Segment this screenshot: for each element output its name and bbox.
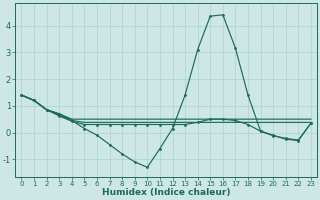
X-axis label: Humidex (Indice chaleur): Humidex (Indice chaleur) — [102, 188, 230, 197]
